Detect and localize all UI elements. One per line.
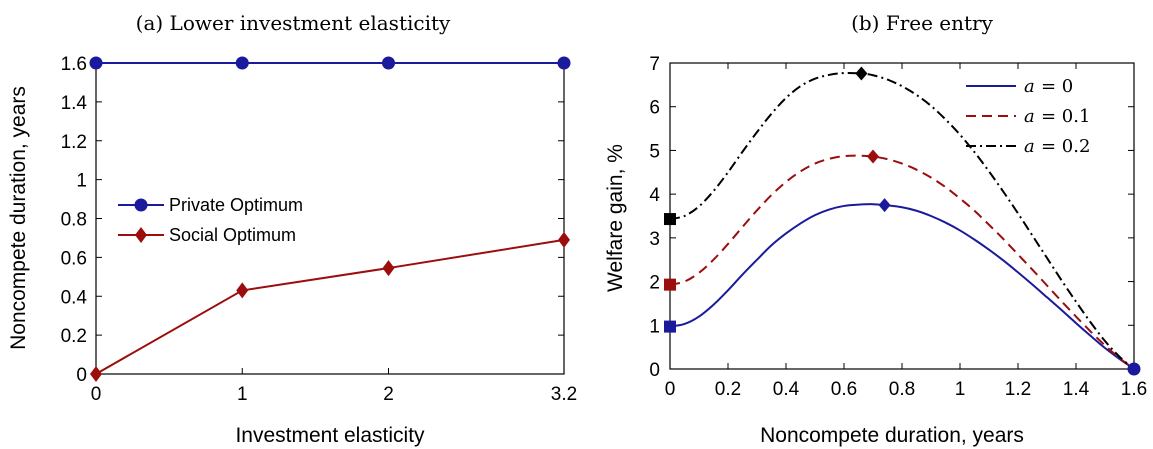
panel-b-start-marker-a0 <box>664 320 676 333</box>
panel-a-x-tick-label: 3.2 <box>551 384 577 405</box>
panel-b-x-tick-label: 0.2 <box>715 379 741 400</box>
panel-a-point-private <box>235 56 249 70</box>
legend-val-a0: = 0 <box>1041 76 1073 97</box>
panel-b-x-tick-label: 1 <box>955 379 966 400</box>
panel-a-point-social <box>382 260 395 277</box>
panel-a-point-private <box>89 56 103 70</box>
panel-a-point-private <box>557 56 571 70</box>
panel-a-legend-box <box>112 188 364 258</box>
panel-a-y-tick-label: 1.2 <box>61 132 87 153</box>
panel-b-title: (b) Free entry <box>851 11 994 35</box>
panel-b-x-tick-label: 1.6 <box>1121 379 1147 400</box>
panel-a-y-tick-label: 0.6 <box>61 248 87 269</box>
panel-a-y-tick-label: 1.4 <box>61 93 88 114</box>
legend-val-a01: = 0.1 <box>1041 106 1090 127</box>
panel-a-ticks: 0 1 2 3.2 0 0.2 0.4 0.6 0.8 1 1.2 1.4 1.6 <box>61 54 578 405</box>
panel-b-y-tick-label: 4 <box>649 185 660 206</box>
panel-b-x-tick-label: 1.4 <box>1063 379 1090 400</box>
panel-b-start-marker-a01 <box>664 278 676 291</box>
panel-a-point-social <box>90 366 102 382</box>
panel-a-point-private <box>382 56 395 70</box>
legend-var-a0: a <box>1024 76 1035 97</box>
panel-a-x-axis-label: Investment elasticity <box>235 424 425 447</box>
panel-a-series-line-social <box>95 238 565 375</box>
panel-b-y-tick-label: 3 <box>649 229 660 250</box>
panel-b-peak-marker-a01 <box>867 149 879 164</box>
legend-marker-private <box>134 198 148 212</box>
panel-b-x-axis-label: Noncompete duration, years <box>760 424 1024 447</box>
panel-a-legend: Private Optimum Social Optimum <box>112 188 364 258</box>
legend-var-a01: a <box>1024 106 1035 127</box>
legend-var-a02: a <box>1024 136 1035 157</box>
panel-b-legend: a = 0 a = 0.1 a = 0.2 <box>966 76 1090 157</box>
panel-b-start-marker-a02 <box>664 213 676 226</box>
panel-b-x-tick-label: 0.8 <box>889 379 915 400</box>
panel-b-y-tick-label: 6 <box>649 98 660 119</box>
panel-b-x-tick-label: 1.2 <box>1005 379 1031 400</box>
panel-b-y-tick-label: 2 <box>649 273 660 294</box>
panel-b-series-line-a02 <box>669 71 1135 370</box>
legend-label-private: Private Optimum <box>169 195 303 215</box>
panel-b-chart: (b) Free entry Noncompete duration, year… <box>604 11 1147 447</box>
panel-a-y-tick-label: 1 <box>76 171 87 192</box>
panel-b-end-marker <box>1127 362 1141 376</box>
panel-a-x-tick-label: 2 <box>383 384 394 405</box>
panel-a-y-tick-label: 0.8 <box>61 210 87 231</box>
panel-a-series <box>89 56 571 382</box>
panel-b-y-tick-label: 5 <box>649 141 660 162</box>
panel-a-y-tick-label: 0 <box>76 365 87 386</box>
panel-a-y-axis-label: Noncompete duration, years <box>7 86 30 350</box>
panel-a-x-tick-label: 1 <box>237 384 248 405</box>
panel-b-y-tick-label: 7 <box>649 54 660 75</box>
panel-a-point-social <box>558 231 570 248</box>
panel-b-y-tick-label: 0 <box>649 360 660 381</box>
panel-b-series <box>664 66 1141 376</box>
panel-a-x-tick-label: 0 <box>91 384 102 405</box>
panel-b-series-line-a0 <box>669 203 1135 370</box>
legend-val-a02: = 0.2 <box>1041 136 1090 157</box>
panel-b-x-tick-label: 0.4 <box>773 379 800 400</box>
panel-b-series-line-a01 <box>669 154 1135 370</box>
panel-a-chart: (a) Lower investment elasticity Investme… <box>7 11 577 447</box>
panel-a-point-social <box>236 282 249 299</box>
panel-b-y-axis-label: Welfare gain, % <box>604 144 627 292</box>
panel-a-y-tick-label: 0.4 <box>61 287 88 308</box>
panel-b-peak-marker-a02 <box>855 66 868 81</box>
panel-a-title: (a) Lower investment elasticity <box>136 11 451 35</box>
panel-b-x-tick-label: 0.6 <box>831 379 857 400</box>
panel-b-y-tick-label: 1 <box>649 316 660 337</box>
legend-label-social: Social Optimum <box>169 225 296 245</box>
panel-b-peak-marker-a0 <box>878 198 891 213</box>
panel-a-y-tick-label: 1.6 <box>61 54 87 75</box>
legend-marker-social <box>135 227 147 243</box>
panel-b-x-tick-label: 0 <box>665 379 676 400</box>
panel-b-ticks: 0 0.2 0.4 0.6 0.8 1 1.2 1.4 1.6 0 1 2 3 4 5 6 7 <box>649 54 1147 400</box>
panel-a-y-tick-label: 0.2 <box>61 326 87 347</box>
